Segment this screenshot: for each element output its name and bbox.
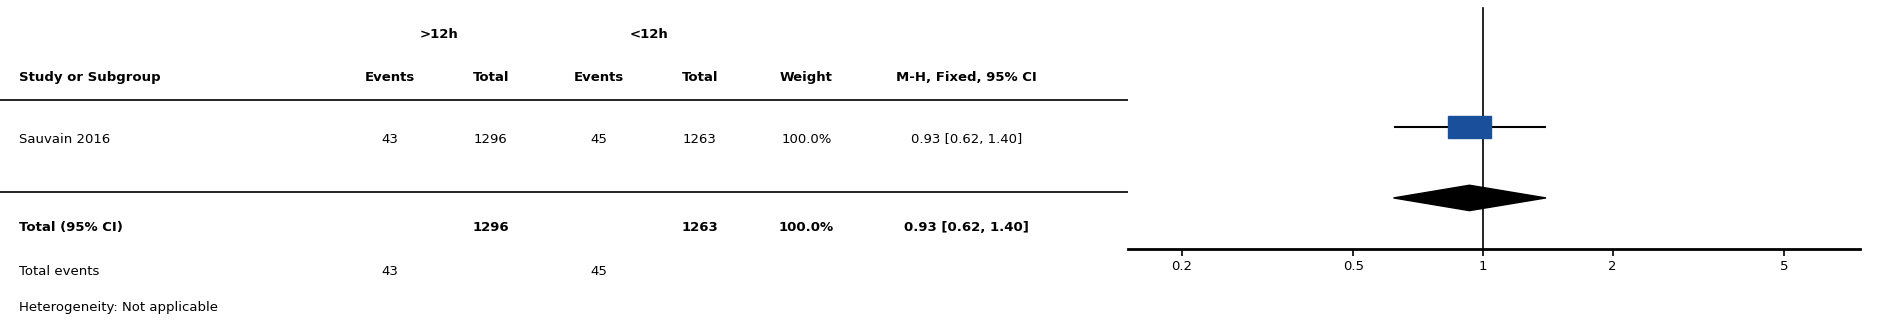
Text: M-H, Fixed, 95% CI: M-H, Fixed, 95% CI <box>1632 71 1773 84</box>
Text: >12h: >12h <box>420 28 458 41</box>
Text: Total: Total <box>472 71 510 84</box>
Text: 43: 43 <box>382 133 398 146</box>
Text: 45: 45 <box>592 133 607 146</box>
Text: Events: Events <box>574 71 624 84</box>
Text: 1263: 1263 <box>683 133 717 146</box>
Text: 43: 43 <box>382 265 398 278</box>
Text: Events: Events <box>365 71 415 84</box>
Text: 45: 45 <box>592 265 607 278</box>
Text: Heterogeneity: Not applicable: Heterogeneity: Not applicable <box>19 301 219 314</box>
Text: 0.93 [0.62, 1.40]: 0.93 [0.62, 1.40] <box>911 133 1021 146</box>
FancyBboxPatch shape <box>1447 116 1491 139</box>
Text: Total (95% CI): Total (95% CI) <box>19 220 124 234</box>
Text: Risk Ratio: Risk Ratio <box>1303 28 1379 41</box>
Text: Weight: Weight <box>780 71 833 84</box>
Text: 1263: 1263 <box>681 220 719 234</box>
Polygon shape <box>1394 185 1546 211</box>
Text: 1296: 1296 <box>474 133 508 146</box>
Text: Total events: Total events <box>19 265 99 278</box>
Text: M-H, Fixed, 95% CI: M-H, Fixed, 95% CI <box>896 71 1037 84</box>
Text: Total: Total <box>681 71 719 84</box>
Text: 100.0%: 100.0% <box>780 220 833 234</box>
Text: 0.93 [0.62, 1.40]: 0.93 [0.62, 1.40] <box>903 220 1029 234</box>
Text: Sauvain 2016: Sauvain 2016 <box>19 133 110 146</box>
Text: <12h: <12h <box>630 28 668 41</box>
Text: Risk Ratio: Risk Ratio <box>1664 28 1740 41</box>
Text: 100.0%: 100.0% <box>782 133 831 146</box>
Text: 1296: 1296 <box>472 220 510 234</box>
Text: Study or Subgroup: Study or Subgroup <box>19 71 160 84</box>
